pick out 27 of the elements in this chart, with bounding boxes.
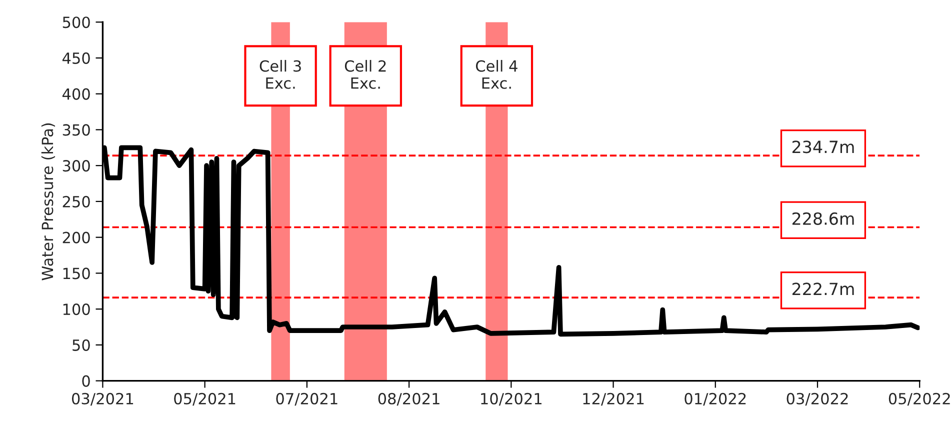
x-tick-label: 05/2021 (174, 392, 236, 406)
x-tick-label: 12/2021 (583, 392, 644, 406)
y-tick-label: 400 (62, 88, 90, 100)
band-label: Cell 3 Exc. (260, 60, 301, 89)
y-tick-label: 300 (62, 160, 90, 172)
x-tick-label: 03/2022 (786, 392, 848, 406)
y-tick-label: 100 (63, 304, 90, 316)
x-tick-label: 08/2021 (378, 392, 440, 406)
band-label: Cell 4 Exc. (476, 60, 518, 89)
y-tick-label: 0 (82, 375, 90, 387)
y-axis-title: Water Pressure (kPa) (41, 123, 56, 280)
ref-line-label: 234.7m (792, 140, 854, 154)
y-tick-label: 500 (62, 16, 90, 28)
y-tick-label: 150 (63, 268, 90, 280)
x-tick-label: 03/2021 (72, 392, 134, 406)
ref-line-label: 228.6m (792, 212, 854, 225)
y-tick-label: 250 (62, 196, 90, 208)
x-tick-label: 01/2022 (684, 392, 746, 406)
y-tick-label: 450 (62, 52, 90, 64)
y-tick-label: 50 (72, 339, 90, 351)
y-tick-label: 350 (62, 124, 90, 136)
x-tick-label: 05/2022 (888, 392, 950, 406)
ref-line-label: 222.7m (792, 282, 854, 296)
x-tick-label: 10/2021 (481, 392, 542, 406)
y-tick-label: 200 (62, 232, 90, 244)
x-tick-label: 07/2021 (276, 392, 338, 406)
band-label: Cell 2 Exc. (344, 60, 386, 89)
